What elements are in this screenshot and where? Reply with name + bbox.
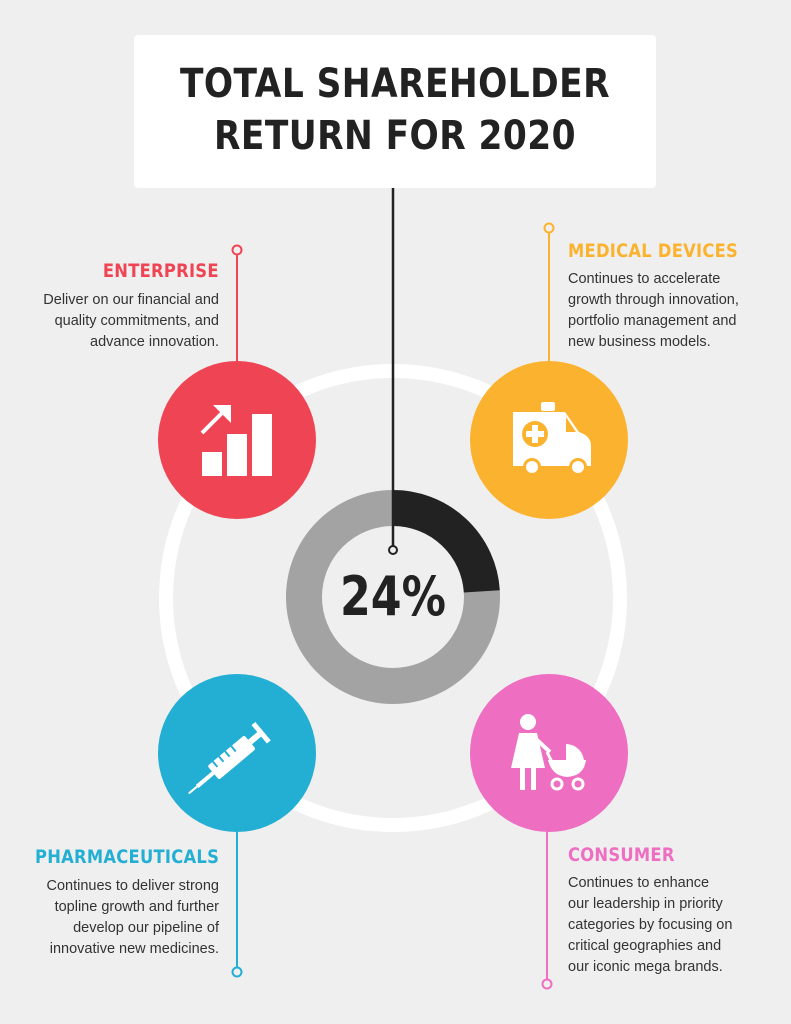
medical-devices-text-line: growth through innovation, [568, 292, 739, 308]
enterprise-heading: ENTERPRISE [103, 260, 219, 282]
return-percentage: 24% [339, 565, 446, 628]
pharmaceuticals-text-line: innovative new medicines. [49, 941, 219, 957]
enterprise-text-line: quality commitments, and [54, 313, 219, 329]
medical-devices-text-line: portfolio management and [568, 313, 737, 329]
consumer-text-line: Continues to enhance [568, 875, 710, 891]
consumer-text-line: our leadership in priority [568, 896, 723, 912]
medical-devices-heading: MEDICAL DEVICES [568, 240, 739, 262]
enterprise-text-line: Deliver on our financial and [43, 292, 219, 308]
consumer-connector-dot [541, 978, 553, 990]
syringe-icon [188, 721, 271, 795]
consumer-text-line: our iconic mega brands. [568, 959, 723, 975]
enterprise-text-line: advance innovation. [90, 334, 219, 350]
pharmaceuticals-text-line: topline growth and further [54, 899, 219, 915]
pharmaceuticals-text-line: develop our pipeline of [73, 920, 219, 936]
medical-connector-dot [543, 222, 555, 234]
consumer-text-line: categories by focusing on [568, 917, 733, 933]
title-line-2: RETURN FOR 2020 [213, 113, 577, 159]
mother-stroller-icon [511, 714, 586, 791]
title-card: TOTAL SHAREHOLDER RETURN FOR 2020 [134, 35, 656, 188]
pharmaceuticals-text-line: Continues to deliver strong [46, 878, 220, 894]
enterprise-connector-dot [231, 244, 243, 256]
consumer-heading: CONSUMER [568, 844, 675, 866]
consumer-text-line: critical geographies and [568, 938, 722, 954]
title-connector-dot [388, 545, 398, 555]
title-line-1: TOTAL SHAREHOLDER [179, 61, 610, 107]
pharmaceuticals-heading: PHARMACEUTICALS [34, 846, 219, 868]
growth-chart-icon [200, 405, 272, 476]
medical-devices-text-line: Continues to accelerate [568, 271, 721, 287]
donut-value-arc [392, 490, 500, 594]
pharma-connector-dot [231, 966, 243, 978]
medical-devices-text-line: new business models. [568, 334, 711, 350]
ambulance-icon [513, 402, 591, 476]
